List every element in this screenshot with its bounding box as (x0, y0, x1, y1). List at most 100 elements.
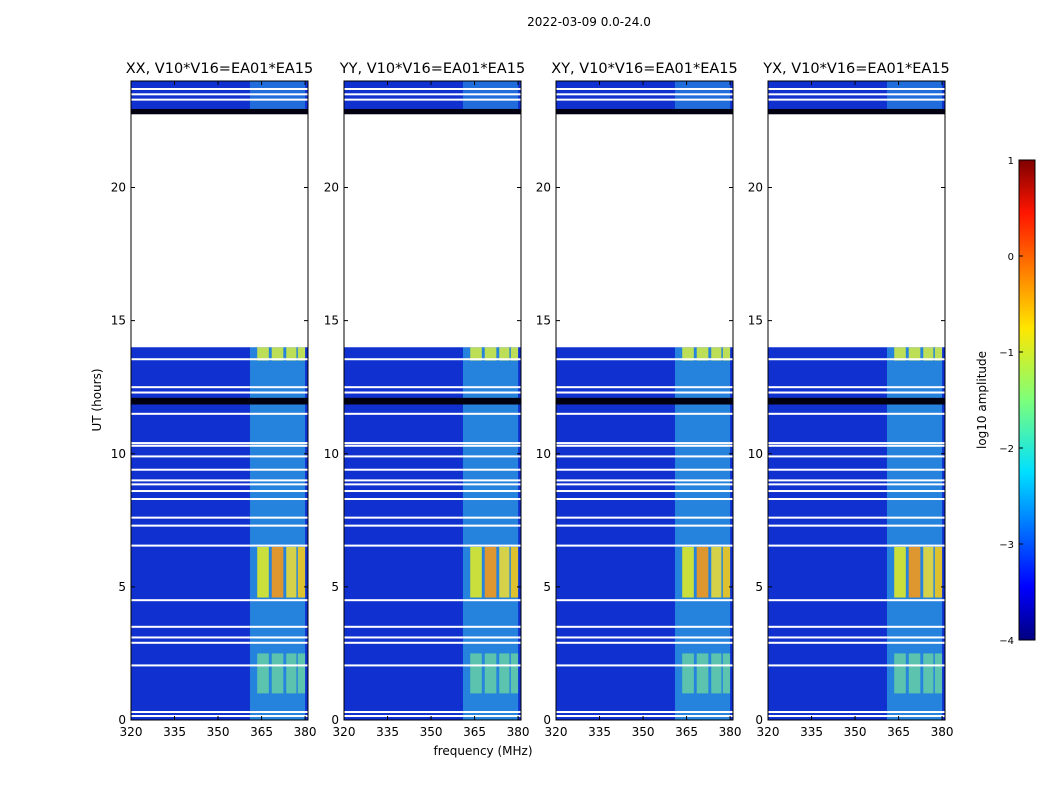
flag-line (556, 490, 733, 493)
burst-cell (722, 347, 731, 361)
flag-line (344, 98, 521, 101)
flag-line (556, 98, 733, 101)
flag-line (556, 524, 733, 527)
flag-line (768, 98, 945, 101)
flag-line (556, 625, 733, 628)
flag-line (344, 498, 521, 501)
burst-cell (934, 653, 943, 694)
x-tick-label: 335 (588, 725, 611, 739)
flag-line (556, 715, 733, 718)
burst-cell (484, 546, 497, 598)
dark-band (344, 397, 521, 405)
panel-frame (130, 80, 309, 721)
colorbar-tick-label: −3 (999, 540, 1014, 551)
colorbar: −4 −3 −2 −1 0 1 log10 amplitude (975, 156, 1036, 647)
flag-line (344, 444, 521, 447)
burst-cell (923, 653, 934, 694)
flag-line (768, 391, 945, 394)
rfi-band (674, 81, 731, 111)
flag-line (556, 386, 733, 389)
flag-line (556, 479, 733, 482)
colorbar-tick-label: −1 (999, 348, 1014, 359)
burst-cell (470, 546, 482, 598)
flag-line (344, 455, 521, 458)
flag-line (344, 711, 521, 714)
flag-line (131, 715, 308, 718)
flag-line (768, 599, 945, 602)
flag-line (768, 664, 945, 667)
flag-line (131, 358, 308, 361)
flag-line (131, 524, 308, 527)
y-tick-label: 0 (543, 713, 551, 727)
flag-line (344, 636, 521, 639)
flag-line (556, 599, 733, 602)
dark-band (344, 108, 521, 115)
y-tick-label: 10 (111, 447, 126, 461)
y-tick-label: 5 (755, 580, 763, 594)
burst-cell (271, 347, 284, 361)
panels: XX, V10*V16=EA01*EA15 320 335 350 365 380 0 5 10… (111, 61, 954, 739)
x-tick-label: 380 (931, 725, 954, 739)
x-tick-label: 350 (420, 725, 443, 739)
no-data-region (768, 112, 945, 348)
flag-line (131, 664, 308, 667)
y-tick-label: 0 (331, 713, 339, 727)
flag-line (344, 641, 521, 644)
burst-cell (908, 653, 921, 694)
flag-line (556, 93, 733, 96)
colorbar-tick-label: −4 (999, 636, 1014, 647)
no-data-region (556, 112, 733, 348)
flag-line (344, 412, 521, 415)
burst-cell (923, 347, 934, 361)
burst-cell (470, 347, 482, 361)
flag-line (131, 483, 308, 486)
burst-cell (682, 347, 694, 361)
burst-cell (696, 347, 709, 361)
dark-band (131, 108, 308, 115)
burst-cell (286, 653, 297, 694)
flag-line (556, 516, 733, 519)
colorbar-gradient (1018, 159, 1036, 641)
flag-line (768, 625, 945, 628)
burst-cell (297, 653, 306, 694)
burst-cell (510, 546, 519, 598)
x-tick-label: 365 (887, 725, 910, 739)
flag-line (344, 442, 521, 445)
y-tick-label: 10 (748, 447, 763, 461)
flag-line (344, 93, 521, 96)
panel-title: YY, V10*V16=EA01*EA15 (339, 61, 525, 77)
flag-line (768, 412, 945, 415)
panel-frame (767, 80, 946, 721)
panel-yx: YX, V10*V16=EA01*EA15 320 335 350 365 380 0 5 10… (748, 61, 954, 739)
panel-title: XY, V10*V16=EA01*EA15 (551, 61, 737, 77)
burst-cell (894, 653, 906, 694)
y-tick-label: 20 (536, 181, 551, 195)
burst-cell (722, 653, 731, 694)
flag-line (556, 87, 733, 90)
panel-title: XX, V10*V16=EA01*EA15 (126, 61, 314, 77)
dark-band (768, 397, 945, 405)
burst-cell (696, 546, 709, 598)
burst-cell (923, 546, 934, 598)
burst-cell (722, 546, 731, 598)
flag-line (768, 483, 945, 486)
y-tick-label: 20 (748, 181, 763, 195)
flag-line (556, 444, 733, 447)
flag-line (344, 386, 521, 389)
flag-line (131, 442, 308, 445)
flag-line (131, 93, 308, 96)
flag-line (768, 442, 945, 445)
burst-cell (908, 546, 921, 598)
burst-cell (682, 546, 694, 598)
burst-cell (711, 653, 722, 694)
flag-line (768, 468, 945, 471)
flag-line (556, 636, 733, 639)
flag-line (768, 516, 945, 519)
flag-line (768, 715, 945, 718)
x-tick-label: 320 (120, 725, 143, 739)
flag-line (768, 524, 945, 527)
burst-cell (499, 347, 510, 361)
burst-cell (484, 653, 497, 694)
flag-line (344, 479, 521, 482)
